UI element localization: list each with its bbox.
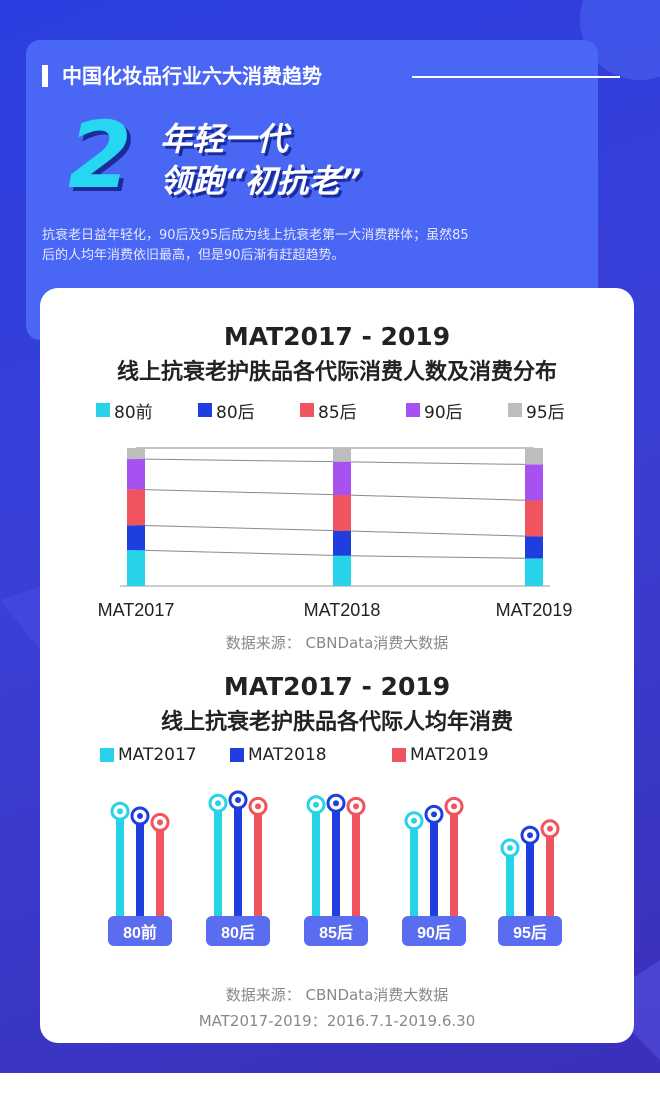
headline-line-1: 年轻一代: [160, 120, 289, 158]
stacked-bar-segment: [333, 461, 351, 495]
legend-swatch: [96, 403, 110, 417]
chart2-title: MAT2017 - 2019: [223, 672, 451, 701]
legend-label: 80后: [216, 402, 255, 423]
stacked-bar-segment: [333, 555, 351, 586]
legend-swatch: [392, 748, 406, 762]
chart1-source: 数据来源： CBNData消费大数据: [225, 634, 449, 652]
lollipop-dot: [507, 845, 513, 851]
chart-card: MAT2017 - 2019 线上抗衰老护肤品各代际消费人数及消费分布 80前 8…: [40, 288, 634, 1043]
legend-swatch: [230, 748, 244, 762]
chart1-subtitle: 线上抗衰老护肤品各代际消费人数及消费分布: [116, 360, 557, 385]
stacked-bar-segment: [525, 500, 543, 537]
legend-label: 80前: [114, 402, 153, 423]
category-pill: [304, 916, 368, 946]
category-pill: [108, 916, 172, 946]
header-accent-bar: [42, 65, 48, 87]
lollipop-dot: [255, 803, 261, 810]
legend-item: 80后: [198, 399, 255, 423]
legend-item: MAT2017: [100, 744, 197, 766]
stacked-bar-segment: [525, 536, 543, 559]
legend-label: MAT2018: [248, 745, 327, 765]
chart2-source: 数据来源： CBNData消费大数据: [225, 986, 449, 1004]
lollipop-dot: [137, 813, 143, 819]
intro-line-1: 抗衰老日益年轻化，90后及95后成为线上抗衰老第一大消费群体；虽然85: [42, 228, 469, 243]
lollipop-dot: [431, 811, 437, 818]
trend-number: 2: [67, 102, 132, 209]
footer-strip: [0, 1073, 660, 1107]
stacked-bar-segment: [525, 464, 543, 501]
stacked-bar-segment: [333, 494, 351, 531]
legend-swatch: [406, 403, 420, 417]
section-title: 中国化妆品行业六大消费趋势: [62, 64, 322, 88]
intro-text: 抗衰老日益年轻化，90后及95后成为线上抗衰老第一大消费群体；虽然85 后的人均…: [42, 226, 562, 266]
category-label: 95后: [513, 924, 547, 942]
stacked-bar-segment: [127, 448, 145, 460]
stacked-bar-segment: [127, 489, 145, 526]
legend-label: MAT2017: [118, 745, 197, 765]
stacked-bar-segment: [333, 530, 351, 556]
chart1-title: MAT2017 - 2019: [223, 322, 451, 351]
chart2-subtitle: 线上抗衰老护肤品各代际人均年消费: [160, 710, 513, 735]
lollipop-dot: [527, 832, 533, 839]
stacked-bar-segment: [525, 448, 543, 465]
chart1-plot: MAT2017 MAT2018 MAT2019: [98, 447, 573, 620]
lollipop-dot: [333, 800, 339, 807]
header-divider: [412, 76, 620, 78]
category-label: 90后: [417, 924, 451, 942]
category-label: 80前: [123, 923, 157, 942]
x-tick-label: MAT2019: [496, 600, 573, 620]
chart2-period: MAT2017-2019：2016.7.1-2019.6.30: [198, 1012, 476, 1030]
legend-item: 85后: [300, 399, 357, 423]
stacked-bar-segment: [333, 448, 351, 462]
category-label: 80后: [221, 924, 255, 942]
lollipop-dot: [353, 803, 359, 810]
category-pill: [206, 916, 270, 946]
legend-item: MAT2019: [392, 744, 489, 766]
intro-line-2: 后的人均年消费依旧最高，但是90后渐有赶超趋势。: [42, 248, 345, 263]
lollipop-dot: [117, 808, 123, 815]
lollipop-dot: [313, 801, 319, 808]
legend-swatch: [300, 403, 314, 417]
legend-item: 80前: [96, 399, 153, 423]
headline-line-2: 领跑“初抗老”: [160, 162, 362, 200]
lollipop-dot: [451, 803, 457, 810]
lollipop-dot: [411, 817, 417, 824]
lollipop-dot: [157, 819, 163, 826]
lollipop-dot: [235, 797, 241, 803]
stacked-bar-segment: [525, 558, 543, 586]
legend-item: 90后: [406, 399, 463, 423]
chart2-plot: 80前 80后 85后 90后 95后: [108, 790, 562, 946]
trend-headline: 年轻一代 领跑“初抗老”: [160, 118, 361, 202]
x-tick-label: MAT2018: [304, 600, 381, 620]
stacked-bar-segment: [127, 550, 145, 586]
legend-swatch: [100, 748, 114, 762]
legend-label: 95后: [526, 402, 565, 423]
stacked-bar-segment: [127, 525, 145, 551]
category-label: 85后: [319, 924, 353, 942]
legend-item: MAT2018: [230, 744, 327, 766]
section-header: 中国化妆品行业六大消费趋势: [42, 62, 620, 92]
legend-label: 90后: [424, 402, 463, 423]
legend-swatch: [198, 403, 212, 417]
legend-swatch: [508, 403, 522, 417]
legend-label: 85后: [318, 402, 357, 423]
x-tick-label: MAT2017: [98, 600, 175, 620]
lollipop-dot: [547, 825, 553, 832]
lollipop-dot: [215, 800, 221, 807]
legend-label: MAT2019: [410, 745, 489, 765]
category-pill: [498, 916, 562, 946]
legend-item: 95后: [508, 399, 565, 423]
stacked-bar-segment: [127, 459, 145, 490]
category-pill: [402, 916, 466, 946]
